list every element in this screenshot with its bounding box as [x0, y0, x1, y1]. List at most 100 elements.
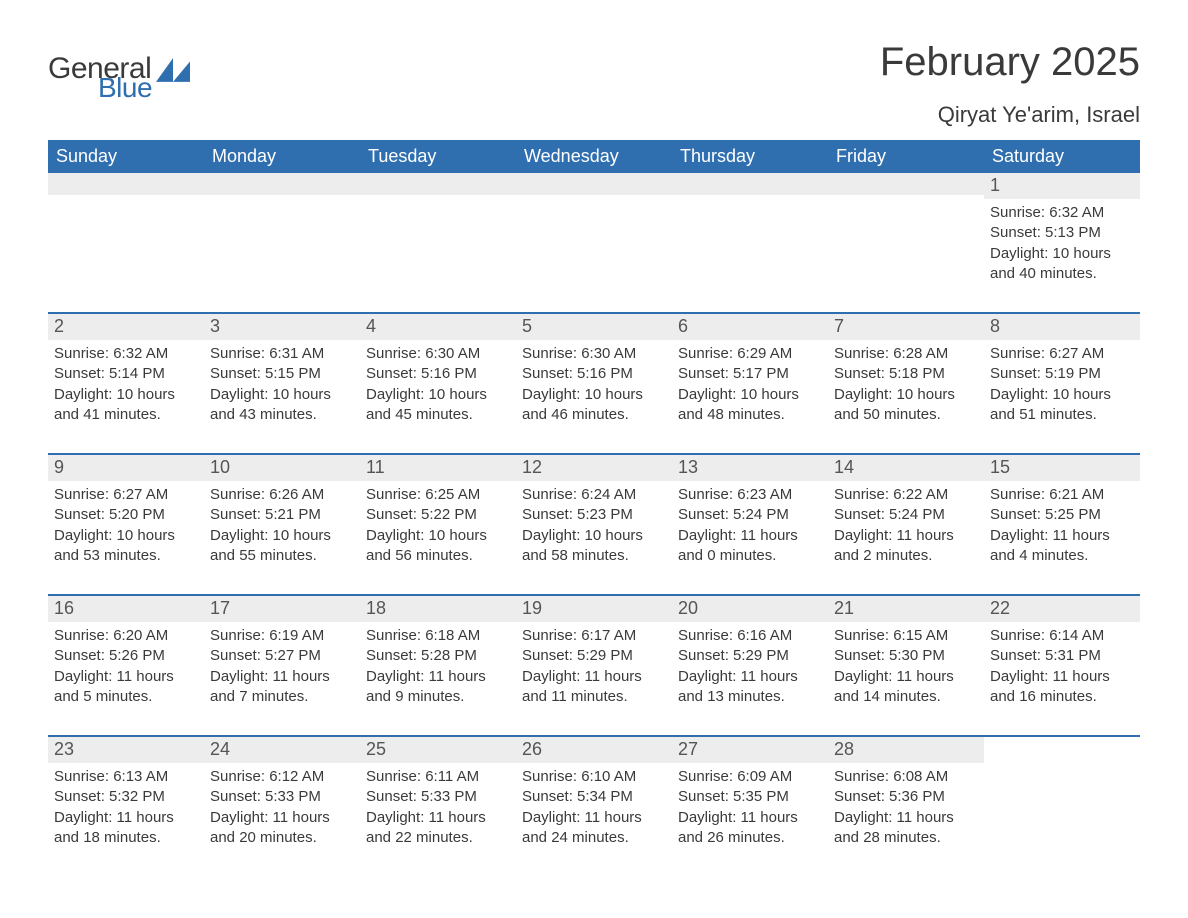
day-details: Sunrise: 6:23 AMSunset: 5:24 PMDaylight:…	[672, 481, 828, 572]
calendar-week-row: 9Sunrise: 6:27 AMSunset: 5:20 PMDaylight…	[48, 453, 1140, 572]
sunset-line: Sunset: 5:24 PM	[678, 505, 822, 525]
daylight-line-2: and 18 minutes.	[54, 828, 198, 848]
day-number: 15	[984, 455, 1140, 481]
calendar-day-cell	[204, 173, 360, 290]
page-header: General Blue February 2025 Qiryat Ye'ari…	[48, 40, 1140, 128]
day-number: 6	[672, 314, 828, 340]
day-number: 21	[828, 596, 984, 622]
sunrise-line: Sunrise: 6:20 AM	[54, 626, 198, 646]
day-details: Sunrise: 6:29 AMSunset: 5:17 PMDaylight:…	[672, 340, 828, 431]
day-details: Sunrise: 6:26 AMSunset: 5:21 PMDaylight:…	[204, 481, 360, 572]
day-details: Sunrise: 6:32 AMSunset: 5:14 PMDaylight:…	[48, 340, 204, 431]
sunrise-line: Sunrise: 6:27 AM	[54, 485, 198, 505]
sunrise-line: Sunrise: 6:25 AM	[366, 485, 510, 505]
day-details: Sunrise: 6:28 AMSunset: 5:18 PMDaylight:…	[828, 340, 984, 431]
day-details: Sunrise: 6:22 AMSunset: 5:24 PMDaylight:…	[828, 481, 984, 572]
daylight-line-1: Daylight: 11 hours	[834, 526, 978, 546]
day-number: 2	[48, 314, 204, 340]
sunrise-line: Sunrise: 6:27 AM	[990, 344, 1134, 364]
sunrise-line: Sunrise: 6:26 AM	[210, 485, 354, 505]
sunrise-line: Sunrise: 6:32 AM	[990, 203, 1134, 223]
daylight-line-1: Daylight: 10 hours	[522, 526, 666, 546]
dow-monday: Monday	[204, 140, 360, 173]
day-details: Sunrise: 6:16 AMSunset: 5:29 PMDaylight:…	[672, 622, 828, 713]
day-number: 4	[360, 314, 516, 340]
calendar-grid: Sunday Monday Tuesday Wednesday Thursday…	[48, 140, 1140, 854]
calendar-day-cell: 1Sunrise: 6:32 AMSunset: 5:13 PMDaylight…	[984, 173, 1140, 290]
day-number: 8	[984, 314, 1140, 340]
sunrise-line: Sunrise: 6:23 AM	[678, 485, 822, 505]
sunset-line: Sunset: 5:29 PM	[522, 646, 666, 666]
sunset-line: Sunset: 5:24 PM	[834, 505, 978, 525]
month-year-title: February 2025	[880, 40, 1140, 84]
sunset-line: Sunset: 5:25 PM	[990, 505, 1134, 525]
calendar-day-cell: 21Sunrise: 6:15 AMSunset: 5:30 PMDayligh…	[828, 596, 984, 713]
daylight-line-1: Daylight: 11 hours	[210, 667, 354, 687]
day-number: 24	[204, 737, 360, 763]
day-number: 18	[360, 596, 516, 622]
sunrise-line: Sunrise: 6:18 AM	[366, 626, 510, 646]
sunset-line: Sunset: 5:23 PM	[522, 505, 666, 525]
sunrise-line: Sunrise: 6:17 AM	[522, 626, 666, 646]
day-number: 20	[672, 596, 828, 622]
calendar-day-cell	[672, 173, 828, 290]
day-details: Sunrise: 6:20 AMSunset: 5:26 PMDaylight:…	[48, 622, 204, 713]
daylight-line-1: Daylight: 11 hours	[990, 526, 1134, 546]
day-details: Sunrise: 6:12 AMSunset: 5:33 PMDaylight:…	[204, 763, 360, 854]
daylight-line-2: and 24 minutes.	[522, 828, 666, 848]
brand-flag-icon	[156, 58, 190, 82]
day-details: Sunrise: 6:15 AMSunset: 5:30 PMDaylight:…	[828, 622, 984, 713]
sunset-line: Sunset: 5:27 PM	[210, 646, 354, 666]
sunrise-line: Sunrise: 6:13 AM	[54, 767, 198, 787]
calendar-day-cell: 15 Sunrise: 6:21 AMSunset: 5:25 PMDayligh…	[984, 455, 1140, 572]
calendar-day-cell: 16Sunrise: 6:20 AMSunset: 5:26 PMDayligh…	[48, 596, 204, 713]
sunrise-line: Sunrise: 6:29 AM	[678, 344, 822, 364]
calendar-day-cell: 17 Sunrise: 6:19 AMSunset: 5:27 PMDayligh…	[204, 596, 360, 713]
day-number-band-empty	[360, 173, 516, 195]
daylight-line-1: Daylight: 11 hours	[54, 667, 198, 687]
calendar-day-cell: 18Sunrise: 6:18 AMSunset: 5:28 PMDayligh…	[360, 596, 516, 713]
sunset-line: Sunset: 5:18 PM	[834, 364, 978, 384]
day-number: 28	[828, 737, 984, 763]
sunset-line: Sunset: 5:17 PM	[678, 364, 822, 384]
sunrise-line: Sunrise: 6:24 AM	[522, 485, 666, 505]
sunrise-line: Sunrise: 6:16 AM	[678, 626, 822, 646]
day-number: 7	[828, 314, 984, 340]
sunrise-line: Sunrise: 6:19 AM	[210, 626, 354, 646]
daylight-line-2: and 7 minutes.	[210, 687, 354, 707]
title-block: February 2025 Qiryat Ye'arim, Israel	[880, 40, 1140, 128]
day-number: 23	[48, 737, 204, 763]
calendar-day-cell: 22Sunrise: 6:14 AMSunset: 5:31 PMDayligh…	[984, 596, 1140, 713]
daylight-line-1: Daylight: 11 hours	[522, 808, 666, 828]
day-details: Sunrise: 6:10 AMSunset: 5:34 PMDaylight:…	[516, 763, 672, 854]
daylight-line-1: Daylight: 11 hours	[834, 667, 978, 687]
days-of-week-header: Sunday Monday Tuesday Wednesday Thursday…	[48, 140, 1140, 173]
day-number: 17	[204, 596, 360, 622]
sunrise-line: Sunrise: 6:21 AM	[990, 485, 1134, 505]
calendar-day-cell: 20Sunrise: 6:16 AMSunset: 5:29 PMDayligh…	[672, 596, 828, 713]
day-details: Sunrise: 6:32 AMSunset: 5:13 PMDaylight:…	[984, 199, 1140, 290]
day-number: 19	[516, 596, 672, 622]
daylight-line-1: Daylight: 11 hours	[834, 808, 978, 828]
sunrise-line: Sunrise: 6:11 AM	[366, 767, 510, 787]
location-subtitle: Qiryat Ye'arim, Israel	[880, 102, 1140, 128]
calendar-day-cell: 13Sunrise: 6:23 AMSunset: 5:24 PMDayligh…	[672, 455, 828, 572]
day-number: 10	[204, 455, 360, 481]
daylight-line-1: Daylight: 11 hours	[522, 667, 666, 687]
calendar-week-row: 16Sunrise: 6:20 AMSunset: 5:26 PMDayligh…	[48, 594, 1140, 713]
day-number-band-empty	[828, 173, 984, 195]
daylight-line-2: and 9 minutes.	[366, 687, 510, 707]
sunrise-line: Sunrise: 6:14 AM	[990, 626, 1134, 646]
day-details: Sunrise: 6:24 AMSunset: 5:23 PMDaylight:…	[516, 481, 672, 572]
brand-name-part2: Blue	[98, 74, 152, 102]
daylight-line-2: and 40 minutes.	[990, 264, 1134, 284]
daylight-line-2: and 56 minutes.	[366, 546, 510, 566]
sunset-line: Sunset: 5:28 PM	[366, 646, 510, 666]
sunset-line: Sunset: 5:33 PM	[366, 787, 510, 807]
daylight-line-2: and 46 minutes.	[522, 405, 666, 425]
day-number: 1	[984, 173, 1140, 199]
day-details: Sunrise: 6:31 AMSunset: 5:15 PMDaylight:…	[204, 340, 360, 431]
daylight-line-2: and 26 minutes.	[678, 828, 822, 848]
day-details: Sunrise: 6:30 AMSunset: 5:16 PMDaylight:…	[360, 340, 516, 431]
sunset-line: Sunset: 5:21 PM	[210, 505, 354, 525]
